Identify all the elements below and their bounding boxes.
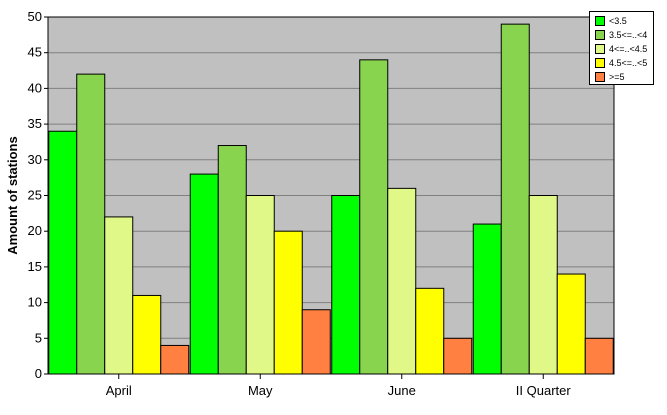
bar [301,309,331,375]
bar [500,23,530,375]
bar [415,287,445,375]
bar [48,130,78,375]
y-tick-label: 0 [35,366,42,381]
y-tick-label: 40 [28,80,42,95]
y-tick-label: 20 [28,223,42,238]
x-tick-label: April [106,383,132,398]
bar [443,337,473,375]
plot-frame [47,16,615,375]
bars [48,23,614,375]
bar [472,223,502,375]
legend-item: 4<=..<4.5 [595,42,653,56]
bar [104,216,134,375]
y-tick-label: 5 [35,330,42,345]
bar [76,73,106,375]
legend-swatch [595,44,605,54]
x-tick-labels: April May June II Quarter [106,383,572,398]
y-tick-label: 45 [28,45,42,60]
axes [44,16,615,379]
legend: <3.5 3.5<=..<4 4<=..<4.5 4.5<=..<5 >=5 [589,11,654,85]
y-tick-label: 50 [28,9,42,24]
bar [273,230,303,375]
bar [245,195,275,375]
legend-item: <3.5 [595,14,653,28]
y-tick-label: 25 [28,188,42,203]
bar [387,187,417,375]
legend-swatch [595,58,605,68]
bar [217,145,247,375]
x-tick-label: II Quarter [516,383,572,398]
legend-label: 4<=..<4.5 [609,44,648,54]
bar [160,344,190,375]
y-tick-label: 30 [28,152,42,167]
legend-item: >=5 [595,70,653,84]
legend-label: 4.5<=..<5 [609,58,648,68]
legend-label: >=5 [609,72,625,82]
legend-swatch [595,72,605,82]
bar [528,195,558,375]
x-tick-label: May [248,383,273,398]
legend-label: 3.5<=..<4 [609,30,648,40]
bar [189,173,219,375]
y-tick-label: 10 [28,295,42,310]
bar [132,294,162,375]
bar [584,337,614,375]
bar [359,59,389,375]
legend-swatch [595,16,605,26]
y-tick-labels: 0 5 10 15 20 25 30 35 40 45 50 [28,9,42,381]
x-tick-label: June [388,383,416,398]
legend-swatch [595,30,605,40]
legend-item: 4.5<=..<5 [595,56,653,70]
y-tick-label: 35 [28,116,42,131]
bar [556,273,586,375]
legend-item: 3.5<=..<4 [595,28,653,42]
y-tick-label: 15 [28,259,42,274]
y-axis-label: Amount of stations [5,136,20,254]
bar [331,195,361,375]
legend-label: <3.5 [609,16,627,26]
